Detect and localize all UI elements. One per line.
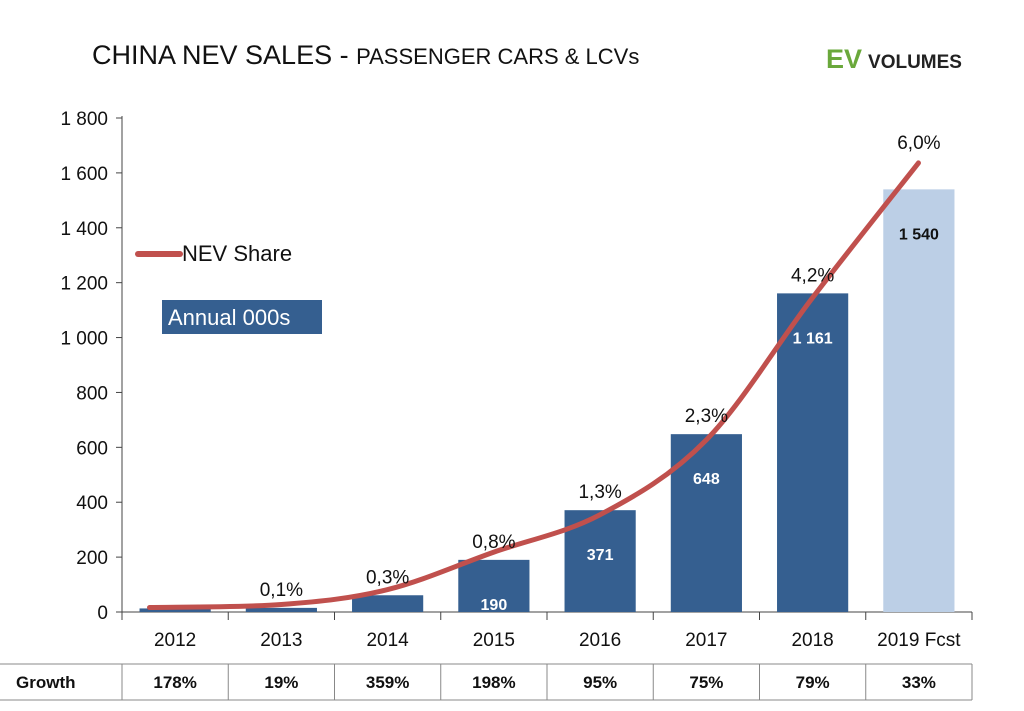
bar [458, 559, 530, 612]
growth-value: 19% [264, 673, 298, 692]
x-tick-label: 2017 [685, 630, 727, 651]
bar-value-label: 1 540 [899, 226, 939, 243]
x-tick-labels: 2012 2013 2014 2015 2016 2017 2018 2019 Fcst [154, 630, 961, 651]
bar [777, 293, 849, 612]
share-line-group [147, 160, 921, 611]
x-tick-label: 2019 Fcst [877, 630, 961, 651]
share-value-label: 0,1% [260, 580, 303, 601]
y-tick-label: 1 400 [60, 219, 108, 240]
growth-value: 79% [796, 673, 830, 692]
bar-labels: 190 371 648 1 161 1 540 [481, 226, 939, 613]
unit-badge: Annual 000s [162, 300, 322, 334]
y-tick-label: 1 200 [60, 274, 108, 295]
growth-value: 198% [472, 673, 515, 692]
x-tick-label: 2015 [473, 630, 515, 651]
share-value-label: 1,3% [578, 482, 621, 503]
growth-table: Growth 178% 19% 359% 198% 95% 75% 79% 33% [0, 663, 973, 701]
bar [883, 189, 955, 612]
unit-badge-label: Annual 000s [168, 305, 290, 330]
y-tick-label: 600 [76, 438, 108, 459]
share-value-label: 6,0% [897, 133, 940, 154]
bar [352, 595, 424, 612]
brand-logo: EV VOLUMES [826, 44, 962, 74]
bar-value-label: 190 [481, 597, 508, 614]
nev-share-line [147, 160, 921, 611]
chart-title: CHINA NEV SALES - PASSENGER CARS & LCVs [92, 40, 639, 70]
unit-badge-box [162, 300, 322, 334]
chart-title-sub: PASSENGER CARS & LCVs [356, 44, 639, 69]
y-tick-label: 200 [76, 548, 108, 569]
y-tick-label: 1 600 [60, 164, 108, 185]
y-tick-label: 0 [97, 603, 108, 624]
x-tick-label: 2013 [260, 630, 302, 651]
chart-title-main: CHINA NEV SALES - [92, 40, 356, 70]
bar [139, 608, 211, 612]
y-tick-label: 1 000 [60, 329, 108, 350]
y-tick-label: 1 800 [60, 109, 108, 130]
growth-value: 95% [583, 673, 617, 692]
legend: NEV Share [135, 241, 292, 266]
y-tick-label: 400 [76, 493, 108, 514]
share-value-label: 2,3% [685, 406, 728, 427]
x-tick-label: 2012 [154, 630, 196, 651]
share-value-label: 4,2% [791, 265, 834, 286]
x-tick-label: 2014 [366, 630, 409, 651]
bar [245, 607, 317, 612]
bar-value-label: 1 161 [793, 330, 833, 347]
x-tick-label: 2018 [791, 630, 833, 651]
growth-value: 359% [366, 673, 409, 692]
axes: 0 200 400 600 800 1 000 1 200 1 400 1 600 1 800 [60, 109, 973, 624]
growth-row-label: Growth [16, 673, 76, 692]
growth-value: 178% [153, 673, 196, 692]
share-value-label: 0,8% [472, 532, 515, 553]
bar-value-label: 648 [693, 471, 720, 488]
growth-value: 75% [689, 673, 723, 692]
y-tick-label: 800 [76, 383, 108, 404]
brand-ev: EV [826, 44, 862, 74]
legend-label: NEV Share [182, 241, 292, 266]
growth-value: 33% [902, 673, 936, 692]
share-value-label: 0,3% [366, 567, 409, 588]
share-labels: 0,1% 0,3% 0,8% 1,3% 2,3% 4,2% 6,0% [260, 133, 941, 601]
bar-value-label: 371 [587, 547, 614, 564]
x-tick-label: 2016 [579, 630, 621, 651]
brand-volumes: VOLUMES [868, 52, 962, 73]
